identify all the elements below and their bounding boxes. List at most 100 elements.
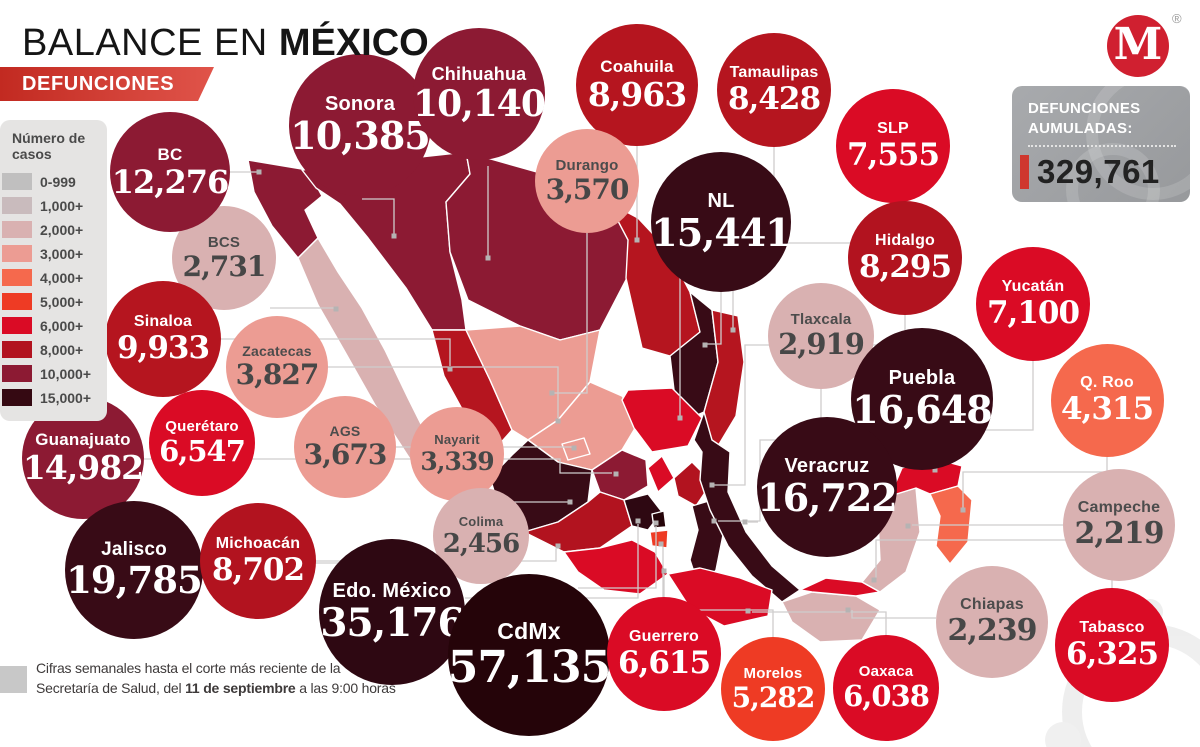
state-bubble-name: Guanajuato (35, 430, 131, 450)
state-bubble-value: 2,239 (947, 613, 1038, 649)
legend-item-label: 15,000+ (40, 389, 91, 406)
state-bubble-value: 35,176 (320, 599, 464, 646)
state-bubble-name: AGS (329, 423, 361, 440)
connector-dot (391, 233, 397, 239)
state-bubble-name: Morelos (743, 664, 803, 682)
connector-dot (845, 607, 851, 613)
state-bubble-value: 8,702 (211, 551, 305, 588)
legend-item-label: 5,000+ (40, 293, 84, 310)
state-bubble-value: 7,100 (986, 294, 1080, 331)
dotted-divider (1028, 145, 1176, 147)
state-bubble-name: Chiapas (960, 596, 1024, 614)
connector-dot (571, 445, 577, 451)
connector-dot (635, 518, 641, 524)
state-bubble-value: 6,038 (843, 679, 930, 714)
footnote-line2-pre: Secretaría de Salud, del (36, 680, 186, 697)
connector-line (554, 233, 588, 394)
state-bubble-value: 2,731 (182, 249, 267, 283)
legend-item: 4,000+ (0, 266, 107, 289)
defunciones-badge: DEFUNCIONES (0, 67, 214, 101)
state-bubble-bc: BC 12,276 (110, 112, 230, 232)
legend-item-label: 0-999 (40, 173, 76, 190)
connector-dot (960, 507, 966, 513)
legend-item: 15,000+ (0, 386, 107, 409)
state-bubble-name: Nayarit (434, 432, 480, 448)
state-bubble-name: Zacatecas (242, 343, 312, 360)
legend-item-label: 10,000+ (40, 365, 91, 382)
map-state-slp (621, 387, 703, 453)
state-bubble-value: 4,315 (1060, 390, 1154, 427)
legend-swatch (2, 389, 32, 407)
state-bubble-value: 12,276 (111, 162, 229, 201)
connector-dot (485, 255, 491, 261)
state-bubble-name: Tlaxcala (790, 311, 852, 329)
legend-swatch (2, 173, 32, 191)
legend-swatch (2, 269, 32, 287)
legend-item: 1,000+ (0, 194, 107, 217)
state-bubble-name: Campeche (1077, 499, 1161, 517)
accumulated-deaths-value: 329,761 (1037, 153, 1160, 190)
state-bubble-value: 16,722 (757, 475, 897, 521)
state-bubble-tabasco: Tabasco 6,325 (1055, 588, 1169, 702)
legend-item: 10,000+ (0, 362, 107, 385)
legend: Número de casos 0-999 1,000+ 2,000+ 3,000+ 4… (0, 120, 107, 422)
connector-dot (653, 520, 659, 526)
state-bubble-value: 14,982 (22, 448, 144, 488)
red-accent-bar (1020, 155, 1029, 189)
state-bubble-value: 2,919 (778, 327, 865, 362)
connector-line (707, 292, 722, 345)
state-bubble-name: Durango (555, 156, 619, 174)
state-bubble-name: Jalisco (101, 539, 167, 561)
state-bubble-name: Guerrero (628, 627, 700, 645)
legend-swatch (2, 293, 32, 311)
state-bubble-value: 19,785 (66, 558, 203, 603)
state-bubble-name: Colima (458, 513, 504, 529)
connector-dot (256, 169, 262, 175)
state-bubble-nayarit: Nayarit 3,339 (410, 407, 504, 501)
state-bubble-oaxaca: Oaxaca 6,038 (833, 635, 939, 741)
legend-item-label: 2,000+ (40, 221, 84, 238)
milenio-logo-icon: M (1107, 15, 1169, 77)
state-bubble-name: Sonora (324, 93, 396, 116)
state-bubble-nl: NL 15,441 (651, 152, 792, 292)
state-bubble-edomex: Edo. México 35,176 (319, 539, 465, 685)
connector-dot (730, 327, 736, 333)
state-bubble-name: BC (157, 144, 183, 164)
connector-dot (658, 541, 664, 547)
state-bubble-value: 3,827 (235, 358, 320, 392)
connector-dot (447, 366, 453, 372)
connector-line (362, 198, 395, 234)
state-bubble-name: Coahuila (600, 57, 674, 77)
state-bubble-value: 6,325 (1065, 635, 1159, 672)
state-bubble-value: 15,441 (651, 210, 791, 256)
state-bubble-name: Oaxaca (858, 663, 914, 681)
legend-swatch (2, 341, 32, 359)
connector-dot (661, 568, 667, 574)
connector-dot (555, 543, 561, 549)
state-bubble-yucatan: Yucatán 7,100 (976, 247, 1090, 361)
state-bubble-name: CdMx (497, 617, 561, 644)
state-bubble-name: Q. Roo (1080, 373, 1134, 391)
legend-item-label: 6,000+ (40, 317, 84, 334)
state-bubble-name: SLP (877, 119, 909, 137)
state-bubble-value: 2,456 (442, 528, 520, 559)
state-bubble-name: Tabasco (1079, 618, 1145, 636)
state-bubble-name: Tamaulipas (729, 63, 819, 81)
state-bubble-guerrero: Guerrero 6,615 (607, 597, 721, 711)
state-bubble-value: 6,547 (159, 434, 246, 469)
state-bubble-value: 3,339 (420, 447, 494, 477)
connector-line (328, 366, 559, 418)
state-bubble-cdmx: CdMx 57,135 (448, 574, 611, 736)
connector-line (662, 547, 774, 637)
legend-item: 6,000+ (0, 314, 107, 337)
legend-item: 2,000+ (0, 218, 107, 241)
state-bubble-name: Michoacán (215, 534, 301, 552)
state-bubble-value: 3,570 (545, 172, 630, 206)
legend-item-label: 4,000+ (40, 269, 84, 286)
state-bubble-chiapas: Chiapas 2,239 (936, 566, 1048, 678)
state-bubble-name: Chihuahua (431, 64, 527, 85)
state-bubble-value: 9,933 (116, 329, 210, 366)
footnote: Cifras semanales hasta el corte más reci… (36, 658, 396, 699)
state-bubble-sinaloa: Sinaloa 9,933 (105, 281, 221, 397)
